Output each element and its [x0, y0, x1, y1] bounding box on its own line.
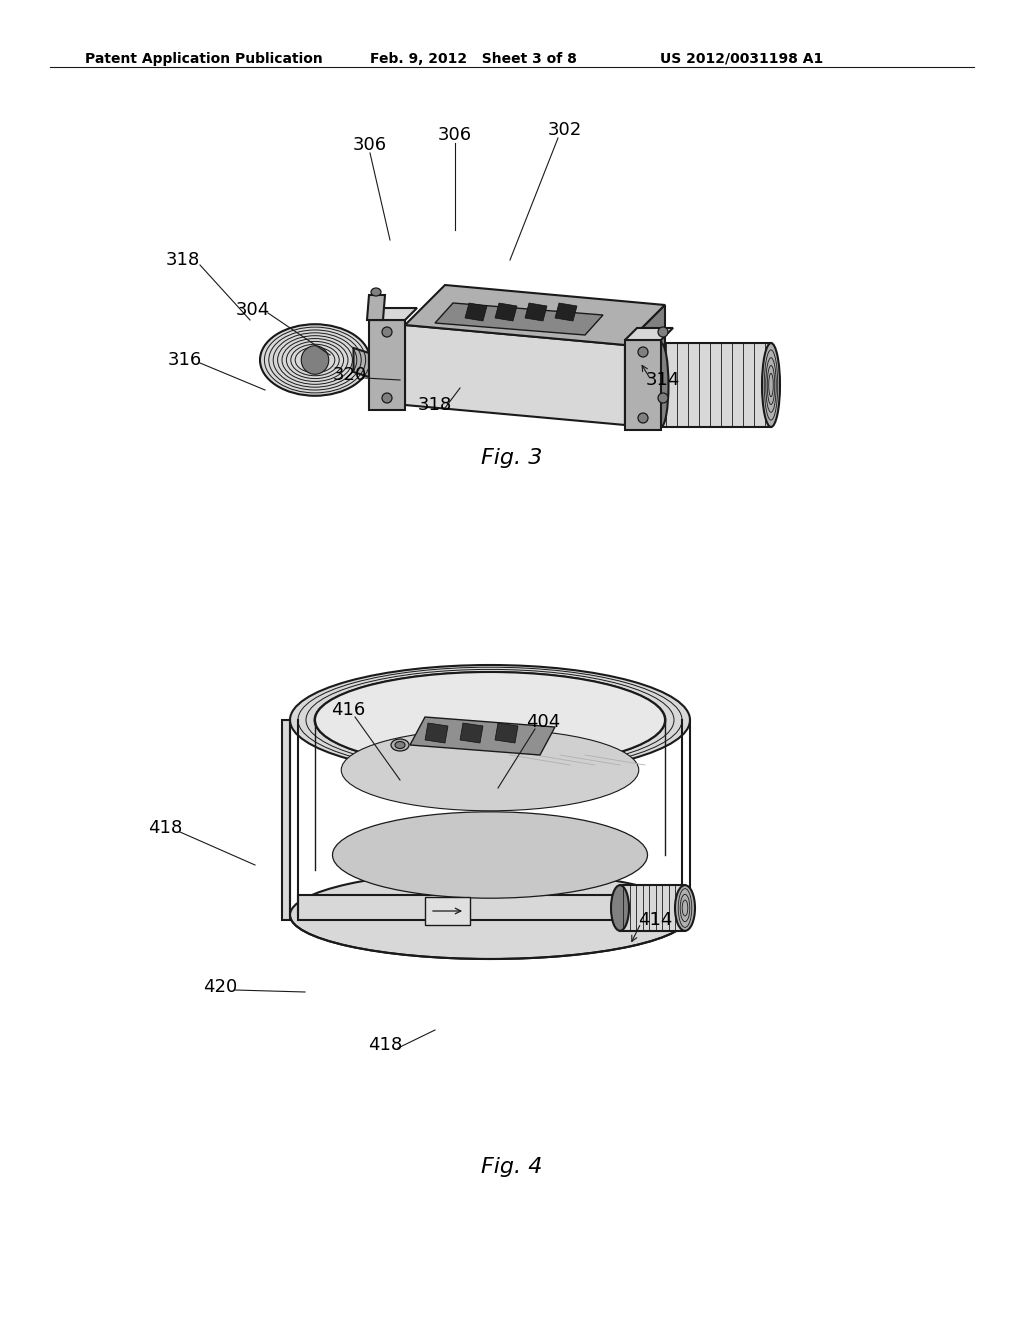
Text: 404: 404: [526, 713, 560, 731]
Ellipse shape: [371, 288, 381, 296]
Polygon shape: [282, 719, 290, 920]
Ellipse shape: [395, 742, 406, 748]
Polygon shape: [425, 898, 470, 925]
Text: 314: 314: [646, 371, 680, 389]
Text: 302: 302: [548, 121, 582, 139]
Polygon shape: [495, 723, 518, 743]
Polygon shape: [525, 304, 547, 321]
Ellipse shape: [301, 346, 329, 375]
Ellipse shape: [382, 393, 392, 403]
Text: 414: 414: [638, 911, 672, 929]
Polygon shape: [369, 308, 417, 319]
Text: 304: 304: [236, 301, 270, 319]
Text: 320: 320: [333, 366, 368, 384]
Ellipse shape: [762, 343, 780, 426]
Ellipse shape: [290, 665, 690, 775]
Text: 306: 306: [438, 125, 472, 144]
Ellipse shape: [658, 327, 668, 337]
Ellipse shape: [611, 886, 629, 931]
Ellipse shape: [638, 347, 648, 356]
Text: 416: 416: [331, 701, 366, 719]
Text: 318: 318: [418, 396, 453, 414]
Text: Feb. 9, 2012   Sheet 3 of 8: Feb. 9, 2012 Sheet 3 of 8: [370, 51, 577, 66]
Text: 418: 418: [147, 818, 182, 837]
Ellipse shape: [333, 812, 647, 898]
Ellipse shape: [315, 672, 665, 768]
Polygon shape: [435, 304, 603, 335]
Ellipse shape: [391, 739, 409, 751]
Polygon shape: [367, 294, 385, 319]
Ellipse shape: [658, 393, 668, 403]
Text: Fig. 3: Fig. 3: [481, 447, 543, 469]
Polygon shape: [298, 895, 682, 920]
Text: 318: 318: [166, 251, 200, 269]
Ellipse shape: [341, 729, 639, 810]
Polygon shape: [620, 886, 682, 931]
Ellipse shape: [382, 327, 392, 337]
Polygon shape: [406, 325, 625, 425]
Ellipse shape: [653, 343, 669, 426]
Text: 316: 316: [168, 351, 202, 370]
Ellipse shape: [290, 871, 690, 960]
Polygon shape: [555, 304, 577, 321]
Polygon shape: [460, 723, 483, 743]
Ellipse shape: [260, 325, 370, 396]
Polygon shape: [369, 319, 406, 411]
Ellipse shape: [675, 886, 695, 931]
Polygon shape: [625, 327, 673, 341]
Polygon shape: [625, 341, 662, 430]
Polygon shape: [410, 717, 555, 755]
Polygon shape: [620, 886, 685, 931]
Text: 306: 306: [353, 136, 387, 154]
Polygon shape: [625, 305, 665, 425]
Polygon shape: [425, 723, 449, 743]
Text: US 2012/0031198 A1: US 2012/0031198 A1: [660, 51, 823, 66]
Polygon shape: [406, 285, 665, 345]
Text: 418: 418: [368, 1036, 402, 1053]
Text: Fig. 4: Fig. 4: [481, 1158, 543, 1177]
Polygon shape: [495, 304, 517, 321]
Polygon shape: [465, 304, 487, 321]
Polygon shape: [662, 343, 771, 426]
Polygon shape: [353, 348, 369, 378]
Text: 420: 420: [203, 978, 238, 997]
Text: Patent Application Publication: Patent Application Publication: [85, 51, 323, 66]
Ellipse shape: [638, 413, 648, 422]
